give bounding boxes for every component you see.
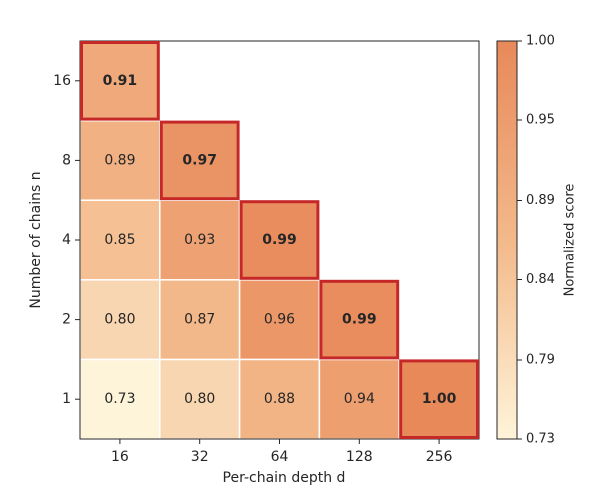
x-tick-label: 128 — [346, 449, 373, 465]
cell-label: 0.80 — [104, 312, 135, 328]
cell-label: 0.73 — [104, 391, 135, 407]
colorbar — [496, 40, 518, 440]
heatmap-cell — [79, 119, 161, 201]
cell-label: 0.93 — [184, 232, 215, 248]
heatmap-cell — [238, 199, 321, 281]
colorbar-tick-label: 0.89 — [526, 193, 555, 208]
y-tick-label: 4 — [62, 232, 71, 248]
x-tick-label: 64 — [271, 449, 289, 465]
colorbar-tick-label: 0.79 — [526, 352, 555, 367]
colorbar-tick-label: 0.84 — [526, 272, 555, 287]
x-axis-label: Per-chain depth d — [223, 470, 346, 486]
y-axis-label: Number of chains n — [28, 171, 44, 308]
colorbar-tick-label: 0.73 — [526, 432, 555, 447]
cell-label: 0.89 — [104, 152, 135, 168]
cell-label: 0.99 — [262, 232, 297, 248]
highlight-box — [319, 279, 400, 360]
cell-label: 0.85 — [104, 232, 135, 248]
x-tick-label: 32 — [191, 449, 209, 465]
cell-label: 0.87 — [184, 312, 215, 328]
y-tick-label: 8 — [62, 152, 71, 168]
cell-label: 0.91 — [103, 73, 138, 89]
heatmap-cell — [159, 279, 241, 361]
highlight-box — [159, 120, 240, 201]
highlight-box — [239, 200, 320, 280]
x-tick-label: 256 — [426, 449, 453, 465]
y-tick-label: 16 — [53, 73, 71, 89]
cell-label: 0.99 — [342, 312, 377, 328]
cell-label: 0.97 — [182, 152, 217, 168]
colorbar-tick-label: 1.00 — [526, 34, 555, 49]
colorbar-tick-label: 0.95 — [526, 113, 555, 128]
colorbar-label: Normalized score — [563, 184, 578, 297]
cell-label: 1.00 — [422, 391, 457, 407]
heatmap-cell — [79, 199, 161, 281]
cell-label: 0.96 — [264, 312, 295, 328]
highlight-box — [399, 359, 480, 439]
heatmap-cell — [238, 279, 321, 361]
cell-label: 0.94 — [344, 391, 375, 407]
highlight-box — [80, 41, 160, 121]
heatmap-cell — [159, 358, 241, 440]
cell-label: 0.80 — [184, 391, 215, 407]
y-tick-label: 1 — [62, 391, 71, 407]
cell-label: 0.88 — [264, 391, 295, 407]
x-tick-label: 16 — [111, 449, 129, 465]
heatmap-cell — [79, 358, 161, 440]
y-tick-label: 2 — [62, 312, 71, 328]
